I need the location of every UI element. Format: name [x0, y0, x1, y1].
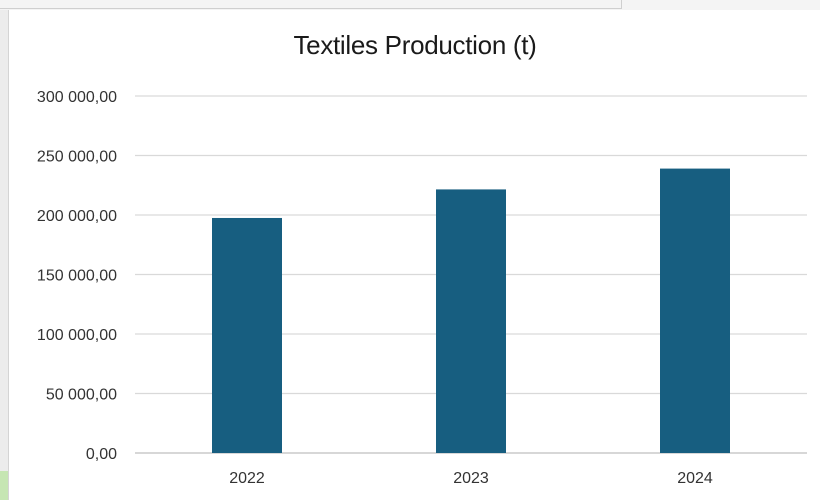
x-tick-label: 2024 — [677, 470, 713, 487]
chart-title: Textiles Production (t) — [293, 30, 537, 60]
y-tick-label: 50 000,00 — [46, 387, 117, 404]
y-tick-label: 250 000,00 — [37, 149, 117, 166]
y-tick-label: 300 000,00 — [37, 89, 117, 106]
bar — [212, 217, 282, 453]
highlighted-cell[interactable] — [0, 471, 8, 500]
cell-border — [0, 8, 622, 9]
cell-border — [621, 0, 622, 9]
y-tick-label: 100 000,00 — [37, 327, 117, 344]
y-tick-label: 150 000,00 — [37, 268, 117, 285]
x-tick-label: 2023 — [453, 470, 489, 487]
chart-area[interactable]: Textiles Production (t) 0,00 50 000,00 100… — [8, 10, 820, 500]
y-tick-label: 0,00 — [86, 446, 117, 463]
bar — [660, 168, 730, 453]
spreadsheet-background — [0, 0, 820, 10]
x-tick-label: 2022 — [229, 470, 265, 487]
bar-chart-plot: 0,00 50 000,00 100 000,00 150 000,00 200 000… — [37, 89, 807, 487]
bar — [436, 189, 506, 454]
y-tick-label: 200 000,00 — [37, 208, 117, 225]
